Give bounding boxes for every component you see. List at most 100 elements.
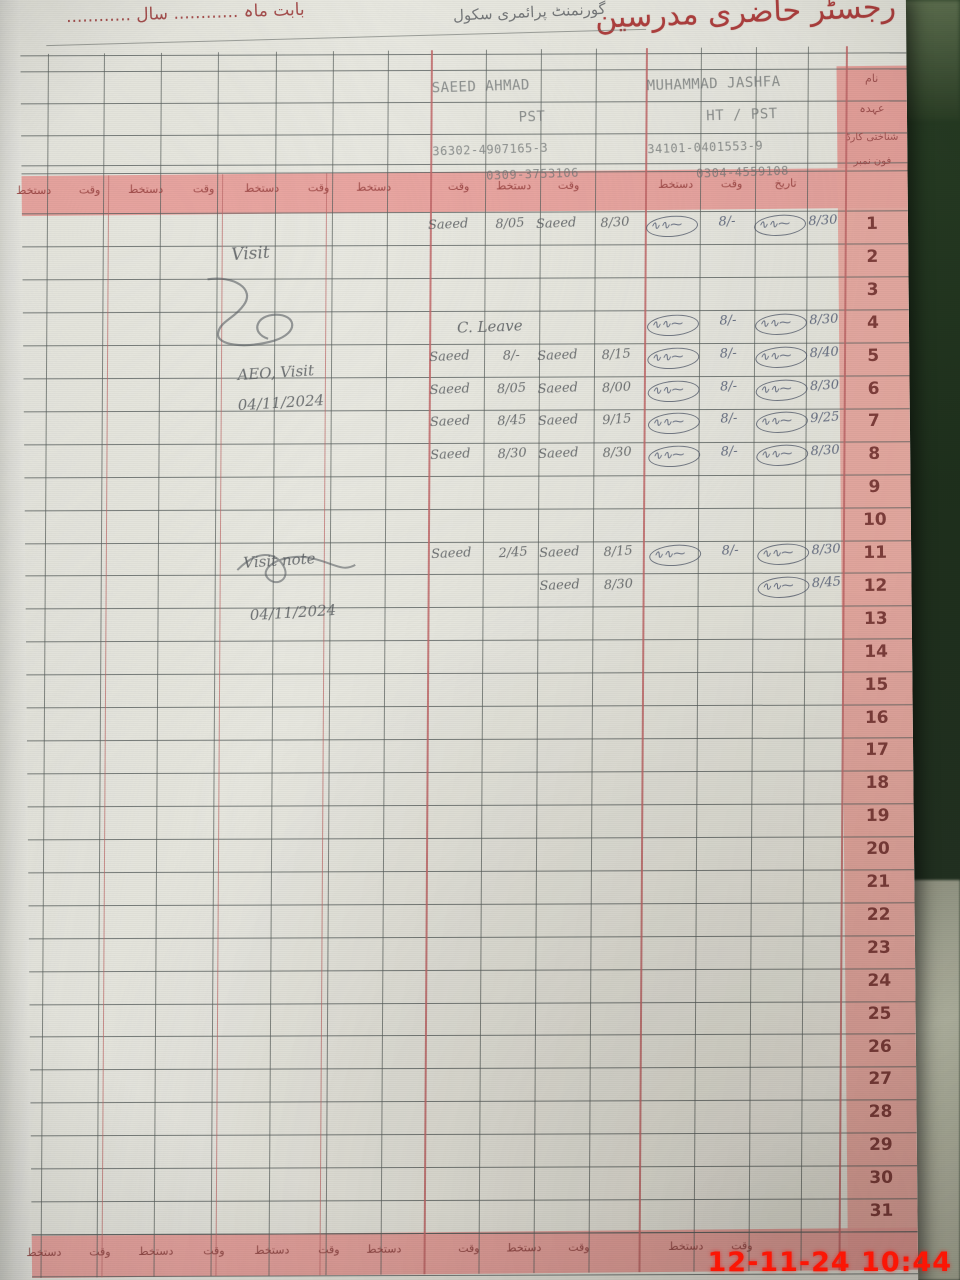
grid-line-h-24 [27, 803, 914, 808]
signature-mark-row-1-t2_sig_out: ∿∿⁓ [757, 216, 791, 232]
attendance-row-1-t2_time_out: 8/30 [807, 212, 839, 230]
attendance-row-6-t1_time_in: 8/05 [496, 380, 527, 397]
grid-line-h-23 [27, 770, 914, 775]
column-header-13: تاریخ [774, 176, 797, 190]
attendance-row-5-t2_time_out: 8/40 [809, 344, 840, 361]
grid-line-v-0 [40, 53, 49, 1278]
signature-mark-row-5-t2_sig_in: ∿∿⁓ [650, 348, 684, 365]
attendance-row-6-t2_time_in: 8/- [719, 378, 738, 395]
footer-header-11: دستخط [668, 1239, 704, 1253]
attendance-row-8-t1_time_out: 8/30 [602, 444, 633, 462]
grid-line-v-red-1 [638, 48, 648, 1273]
signature-mark-row-6-t2_sig_in: ∿∿⁓ [651, 381, 685, 398]
signature-mark-row-8-t2_sig_in: ∿∿⁓ [651, 447, 685, 463]
column-header-6: وقت [307, 181, 330, 195]
attendance-row-1-t1_time_in: 8/05 [494, 215, 526, 233]
attendance-row-11-t2_time_in: 8/- [721, 542, 740, 559]
side-label-designation: عہدہ [859, 101, 885, 116]
grid-line-h-32 [30, 1066, 917, 1071]
signature-mark-row-7-t2_sig_out: ∿∿⁓ [759, 413, 793, 429]
signature-mark-row-8-t2_sig_out: ∿∿⁓ [759, 446, 793, 462]
attendance-row-1-t1_sig_out: Saeed [535, 215, 577, 233]
attendance-row-12-t1_time_out: 8/30 [603, 576, 634, 594]
grid-line-h-7 [22, 243, 909, 248]
attendance-row-8-t1_sig_in: Saeed [429, 446, 471, 464]
attendance-row-11-t1_time_in: 2/45 [498, 544, 529, 562]
grid-line-h-22 [26, 737, 913, 742]
side-label-cnic: شناختی کارڈ [846, 131, 899, 144]
row-number-25: 25 [867, 1003, 892, 1024]
row-number-24: 24 [867, 970, 892, 991]
row-number-18: 18 [865, 773, 890, 794]
grid-line-h-8 [22, 276, 909, 281]
grid-line-h-10 [23, 342, 910, 347]
signature-mark-row-11-t2_sig_in: ∿∿⁓ [652, 546, 686, 562]
row-number-19: 19 [865, 805, 890, 827]
grid-line-h-1 [20, 68, 907, 73]
inspection-note-1: Visit [230, 242, 271, 266]
row-number-29: 29 [868, 1134, 893, 1156]
attendance-row-5-t1_time_out: 8/15 [601, 346, 632, 363]
row-number-26: 26 [867, 1036, 892, 1057]
row-number-21: 21 [866, 871, 891, 893]
attendance-row-11-t2_time_out: 8/30 [811, 541, 842, 559]
grid-line-h-26 [28, 869, 915, 874]
grid-line-h-30 [29, 1000, 916, 1005]
footer-header-5: دستخط [254, 1243, 290, 1257]
column-header-3: دستخط [128, 182, 164, 196]
signature-mark-row-6-t2_sig_out: ∿∿⁓ [759, 380, 793, 397]
attendance-row-7-t2_time_in: 8/- [719, 411, 738, 428]
row-number-2: 2 [866, 246, 879, 267]
attendance-row-4-t2_time_out: 8/30 [808, 311, 839, 328]
attendance-row-5-t2_time_in: 8/- [719, 345, 738, 362]
grid-line-h-3 [21, 132, 908, 137]
teacher-2-designation: HT / PST [706, 106, 778, 125]
grid-line-v-12 [800, 46, 809, 1271]
title-area: رجسٹر حاضری مدرسین گورنمنٹ پرائمری سکول … [0, 0, 906, 54]
row-number-20: 20 [866, 838, 890, 860]
footer-header-10: وقت [568, 1240, 590, 1254]
row-number-16: 16 [864, 707, 889, 728]
footer-header-2: وقت [89, 1245, 111, 1259]
row-number-14: 14 [864, 641, 889, 662]
grid-line-h-21 [26, 704, 913, 709]
column-header-12: وقت [720, 177, 743, 191]
grid-line-h-11 [23, 375, 910, 380]
footer-header-6: وقت [318, 1243, 340, 1257]
page-title: رجسٹر حاضری مدرسین [594, 0, 897, 36]
grid-line-h-29 [29, 967, 916, 972]
column-header-8: وقت [447, 179, 470, 193]
footer-header-4: وقت [203, 1244, 225, 1258]
signature-mark-row-4-t2_sig_in: ∿∿⁓ [650, 315, 684, 332]
footer-header-1: دستخط [26, 1245, 62, 1260]
signature-loop-stroke [207, 277, 294, 347]
attendance-row-6-t1_sig_out: Saeed [537, 379, 579, 397]
attendance-row-5-t1_sig_out: Saeed [536, 346, 578, 364]
footer-header-9: دستخط [506, 1241, 542, 1255]
signature-mark-row-12-t2_sig_out: ∿∿⁓ [761, 578, 794, 594]
teacher-1-name: SAEED AHMAD [431, 77, 531, 97]
grid-line-v-8 [533, 49, 542, 1274]
grid-line-v-9 [588, 48, 597, 1273]
grid-line-h-25 [27, 836, 914, 841]
attendance-row-11-t1_sig_in: Saeed [430, 545, 472, 563]
grid-line-v-3 [210, 52, 219, 1277]
attendance-row-5-t1_sig_in: Saeed [428, 348, 470, 365]
grid-line-h-0 [20, 52, 907, 57]
teacher-1-designation: PST [518, 108, 546, 126]
inspection-signature-stroke [236, 554, 356, 584]
attendance-row-8-t1_time_in: 8/30 [497, 445, 528, 463]
grid-line-v-2 [153, 52, 162, 1277]
row-number-30: 30 [869, 1167, 894, 1189]
grid-line-v-red-0 [423, 50, 433, 1275]
grid-line-h-27 [28, 902, 915, 907]
attendance-row-8-t2_time_out: 8/30 [810, 442, 841, 460]
column-header-7: دستخط [356, 180, 392, 194]
grid-line-v-7 [478, 49, 487, 1274]
register-page: رجسٹر حاضری مدرسین گورنمنٹ پرائمری سکول … [0, 0, 919, 1280]
row-number-17: 17 [865, 740, 890, 761]
attendance-row-6-t1_time_out: 8/00 [601, 379, 632, 396]
title-underline [46, 28, 647, 47]
column-header-1: دستخط [16, 183, 52, 198]
row-number-3: 3 [866, 279, 879, 300]
